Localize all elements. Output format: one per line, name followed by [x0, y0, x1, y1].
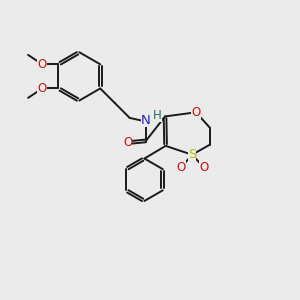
- Text: O: O: [199, 160, 208, 174]
- Text: O: O: [123, 136, 132, 149]
- Text: S: S: [188, 148, 196, 161]
- Text: O: O: [38, 82, 47, 95]
- Text: O: O: [176, 160, 185, 174]
- Text: H: H: [153, 109, 161, 122]
- Text: O: O: [38, 58, 47, 71]
- Text: N: N: [141, 114, 151, 127]
- Text: O: O: [191, 106, 201, 119]
